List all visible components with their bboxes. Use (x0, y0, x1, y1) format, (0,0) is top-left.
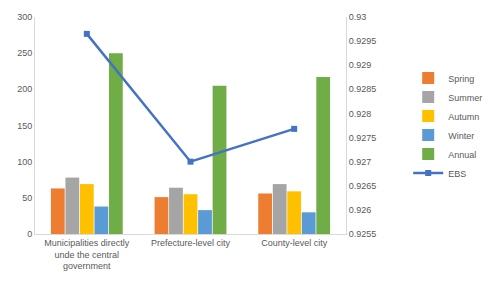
svg-text:300: 300 (17, 12, 32, 22)
svg-text:150: 150 (17, 121, 32, 131)
svg-text:0.9275: 0.9275 (349, 133, 377, 143)
svg-text:Summer: Summer (448, 93, 482, 103)
svg-text:0.926: 0.926 (349, 205, 372, 215)
svg-text:0.9295: 0.9295 (349, 36, 377, 46)
svg-text:County-level city: County-level city (261, 238, 328, 248)
svg-text:0.93: 0.93 (349, 12, 367, 22)
svg-text:Annual: Annual (448, 150, 476, 160)
svg-text:Municipalities directlyunde th: Municipalities directlyunde the centralg… (44, 238, 130, 271)
svg-text:0.9265: 0.9265 (349, 181, 377, 191)
svg-text:EBS: EBS (448, 169, 466, 179)
svg-text:Spring: Spring (448, 74, 474, 84)
svg-text:0.928: 0.928 (349, 109, 372, 119)
svg-text:100: 100 (17, 157, 32, 167)
svg-text:50: 50 (22, 193, 32, 203)
svg-text:0.9285: 0.9285 (349, 84, 377, 94)
svg-text:Winter: Winter (448, 131, 474, 141)
svg-text:Prefecture-level city: Prefecture-level city (151, 238, 231, 248)
svg-text:0.929: 0.929 (349, 60, 372, 70)
svg-text:200: 200 (17, 84, 32, 94)
svg-text:Autumn: Autumn (448, 112, 479, 122)
svg-text:0.927: 0.927 (349, 157, 372, 167)
svg-text:0.9255: 0.9255 (349, 229, 377, 239)
svg-text:250: 250 (17, 48, 32, 58)
svg-text:0: 0 (27, 229, 32, 239)
